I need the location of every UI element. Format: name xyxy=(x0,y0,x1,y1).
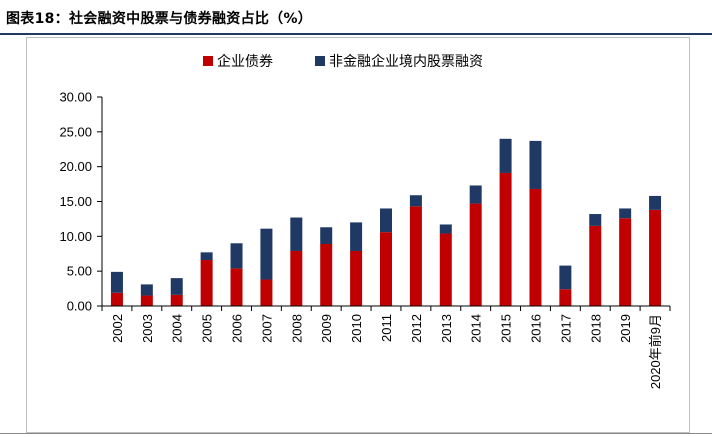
x-tick-label: 2014 xyxy=(469,314,484,343)
x-tick-label: 2006 xyxy=(230,314,245,343)
bar-corporate-bonds-2009 xyxy=(320,243,333,306)
chart-frame xyxy=(26,37,690,433)
bar-corporate-bonds-2012 xyxy=(409,206,422,306)
bar-corporate-bonds-2010 xyxy=(350,250,363,306)
bottom-rule xyxy=(0,433,712,434)
x-tick-label: 2005 xyxy=(200,314,215,343)
x-tick-label: 2012 xyxy=(409,314,424,343)
x-tick-label: 2011 xyxy=(379,314,394,342)
bar-corporate-bonds-2005 xyxy=(200,260,213,306)
bar-corporate-bonds-2015 xyxy=(499,172,512,306)
bar-series xyxy=(110,138,662,306)
bar-equity-financing-2008 xyxy=(290,217,303,251)
bar-equity-financing-2015 xyxy=(499,138,512,173)
y-tick-label: 5.00 xyxy=(67,264,92,279)
bar-corporate-bonds-2011 xyxy=(380,232,392,306)
y-tick-label: 10.00 xyxy=(59,229,92,244)
bar-equity-financing-2014 xyxy=(469,185,482,204)
x-tick-label: 2002 xyxy=(110,314,125,343)
bar-corporate-bonds-2017 xyxy=(559,289,572,306)
y-tick-label: 25.00 xyxy=(59,124,92,139)
bar-equity-financing-2012 xyxy=(409,195,422,207)
legend-swatch-equity-financing xyxy=(315,56,325,66)
bar-equity-financing-2004 xyxy=(170,278,183,295)
y-tick-label: 20.00 xyxy=(59,159,92,174)
bar-equity-financing-2011 xyxy=(380,208,392,233)
bar-corporate-bonds-2007 xyxy=(260,279,273,306)
bar-corporate-bonds-2006 xyxy=(230,268,243,306)
bar-equity-financing-2003 xyxy=(140,284,153,296)
bar-equity-financing-2006 xyxy=(230,243,243,269)
bar-corporate-bonds-2013 xyxy=(439,233,452,306)
x-tick-label: 2008 xyxy=(289,314,304,343)
bar-corporate-bonds-2019 xyxy=(619,218,632,306)
bar-equity-financing-2016 xyxy=(529,140,542,189)
x-tick-label: 2015 xyxy=(499,314,514,343)
bar-corporate-bonds-2004 xyxy=(170,294,183,306)
bar-corporate-bonds-2016 xyxy=(529,188,542,306)
bar-equity-financing-2019 xyxy=(619,208,632,219)
bar-equity-financing-2018 xyxy=(589,214,602,226)
x-tick-label: 2013 xyxy=(439,314,454,343)
x-tick-label: 2003 xyxy=(140,314,155,343)
bar-equity-financing-2017 xyxy=(559,265,572,290)
y-axis: 0.00 5.00 10.00 15.00 20.00 25.00 30.00 xyxy=(59,90,103,314)
legend-label-corporate-bonds: 企业债券 xyxy=(217,53,273,70)
bar-corporate-bonds-2014 xyxy=(469,203,482,306)
x-tick-label: 2004 xyxy=(170,314,185,343)
x-tick-label: 2009 xyxy=(319,314,334,343)
title-rule xyxy=(0,33,712,35)
bar-equity-financing-2009 xyxy=(320,227,333,244)
bar-corporate-bonds-2002 xyxy=(110,292,123,306)
x-tick-label: 2007 xyxy=(259,314,274,343)
bar-equity-financing-2002 xyxy=(110,271,123,293)
x-tick-label: 2016 xyxy=(528,314,543,343)
bar-corporate-bonds-2018 xyxy=(589,225,602,306)
legend-swatch-corporate-bonds xyxy=(203,56,213,66)
bar-equity-financing-2007 xyxy=(260,228,273,280)
x-tick-label: 2010 xyxy=(349,314,364,343)
bar-equity-financing-2020年前9月 xyxy=(649,195,662,210)
bar-equity-financing-2005 xyxy=(200,252,213,261)
bar-corporate-bonds-2003 xyxy=(140,295,153,306)
bar-equity-financing-2013 xyxy=(439,224,452,234)
figure-title: 图表18：社会融资中股票与债券融资占比（%） xyxy=(6,11,313,27)
bar-corporate-bonds-2008 xyxy=(290,250,303,306)
x-tick-label: 2019 xyxy=(618,314,633,343)
bar-equity-financing-2010 xyxy=(350,222,363,251)
legend-label-equity-financing: 非金融企业境内股票融资 xyxy=(329,53,483,70)
x-tick-label: 2018 xyxy=(588,314,603,343)
x-tick-label: 2020年前9月 xyxy=(648,314,663,389)
y-tick-label: 30.00 xyxy=(59,90,92,105)
y-tick-label: 0.00 xyxy=(67,299,92,314)
x-axis: 2002 2003 2004 2005 2006 2007 2008 2009 2010 2011… xyxy=(101,305,671,389)
x-tick-label: 2017 xyxy=(558,314,573,343)
chart-legend: 企业债券 非金融企业境内股票融资 xyxy=(203,53,483,70)
y-tick-label: 15.00 xyxy=(59,194,92,209)
bar-corporate-bonds-2020年前9月 xyxy=(649,209,662,306)
